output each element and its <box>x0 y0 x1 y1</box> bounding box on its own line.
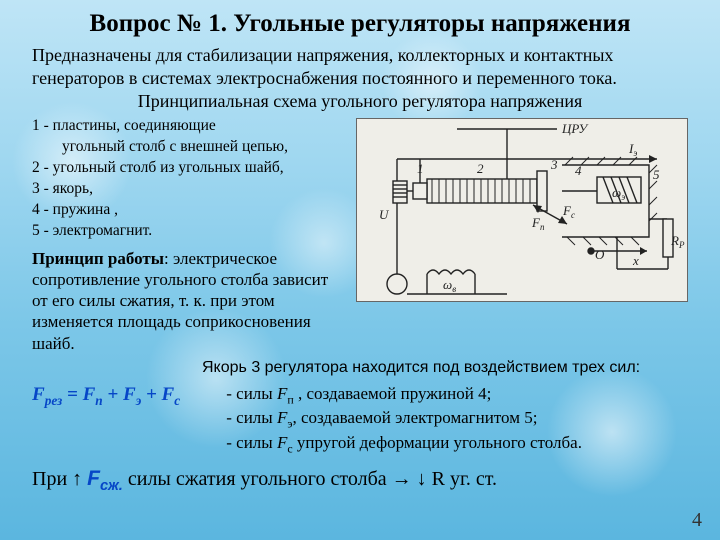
f3-pre: - силы <box>226 433 277 452</box>
f2-pre: - силы <box>226 408 277 427</box>
f2-sym: F <box>277 408 287 427</box>
final-sub: сж. <box>100 478 123 494</box>
legend-list: 1 - пластины, соединяющие угольный столб… <box>32 116 332 242</box>
f3-sym: F <box>277 433 287 452</box>
schematic-svg: ЦРУ U <box>357 119 687 301</box>
label-U: U <box>379 207 390 222</box>
label-1: 1 <box>417 161 424 176</box>
label-O: O <box>595 247 605 262</box>
legend-2: 2 - угольный столб из угольных шайб, <box>32 159 284 176</box>
label-Fn: Fп <box>531 215 545 232</box>
final-line: При ↑ Fсж. силы сжатия угольного столба … <box>32 467 688 494</box>
label-Iy: Iэ <box>628 141 637 158</box>
label-3: 3 <box>550 157 558 172</box>
page-number: 4 <box>692 509 702 532</box>
forces-block: Якорь 3 регулятора находится под воздейс… <box>32 358 688 457</box>
f1-post: , создаваемой пружиной 4; <box>294 384 492 403</box>
final-mid: силы сжатия угольного столба → ↓ R уг. с… <box>123 468 497 490</box>
label-2: 2 <box>477 161 484 176</box>
schematic-diagram: ЦРУ U <box>356 118 688 302</box>
anchor-sentence: Якорь 3 регулятора находится под воздейс… <box>32 358 688 379</box>
principle-paragraph: Принцип работы: электрическое сопротивле… <box>32 248 346 354</box>
legend-3: 3 - якорь, <box>32 180 93 197</box>
left-column: 1 - пластины, соединяющие угольный столб… <box>32 116 346 354</box>
label-Rp: RР <box>670 233 685 250</box>
label-x: x <box>632 253 639 268</box>
legend-4: 4 - пружина , <box>32 201 118 218</box>
f3-post: упругой деформации угольного столба. <box>293 433 582 452</box>
label-5: 5 <box>653 167 660 182</box>
f2-post: , создаваемой электромагнитом 5; <box>292 408 537 427</box>
final-pre: При ↑ <box>32 468 87 490</box>
resultant-formula: Fрез = Fп + Fэ + Fс <box>32 383 222 409</box>
principle-label: Принцип работы <box>32 249 164 268</box>
label-tsru: ЦРУ <box>561 121 589 136</box>
final-sym: F <box>87 467 100 490</box>
label-Fc: Fc <box>562 203 575 220</box>
slide-page: Вопрос № 1. Угольные регуляторы напряжен… <box>0 0 720 540</box>
f1-pre: - силы <box>226 384 277 403</box>
label-4: 4 <box>575 163 582 178</box>
f1-sym: F <box>277 384 287 403</box>
legend-5: 5 - электромагнит. <box>32 222 152 239</box>
forces-list: - силы Fп , создаваемой пружиной 4; - си… <box>226 383 582 458</box>
legend-1b: угольный столб с внешней цепью, <box>32 137 332 158</box>
intro-text: Предназначены для стабилизации напряжени… <box>32 44 688 89</box>
mid-row: 1 - пластины, соединяющие угольный столб… <box>32 116 688 354</box>
legend-1a: 1 - пластины, соединяющие <box>32 117 216 134</box>
label-wb: ωв <box>443 277 456 294</box>
schematic-subheading: Принципиальная схема угольного регулятор… <box>32 91 688 112</box>
slide-title: Вопрос № 1. Угольные регуляторы напряжен… <box>32 10 688 38</box>
